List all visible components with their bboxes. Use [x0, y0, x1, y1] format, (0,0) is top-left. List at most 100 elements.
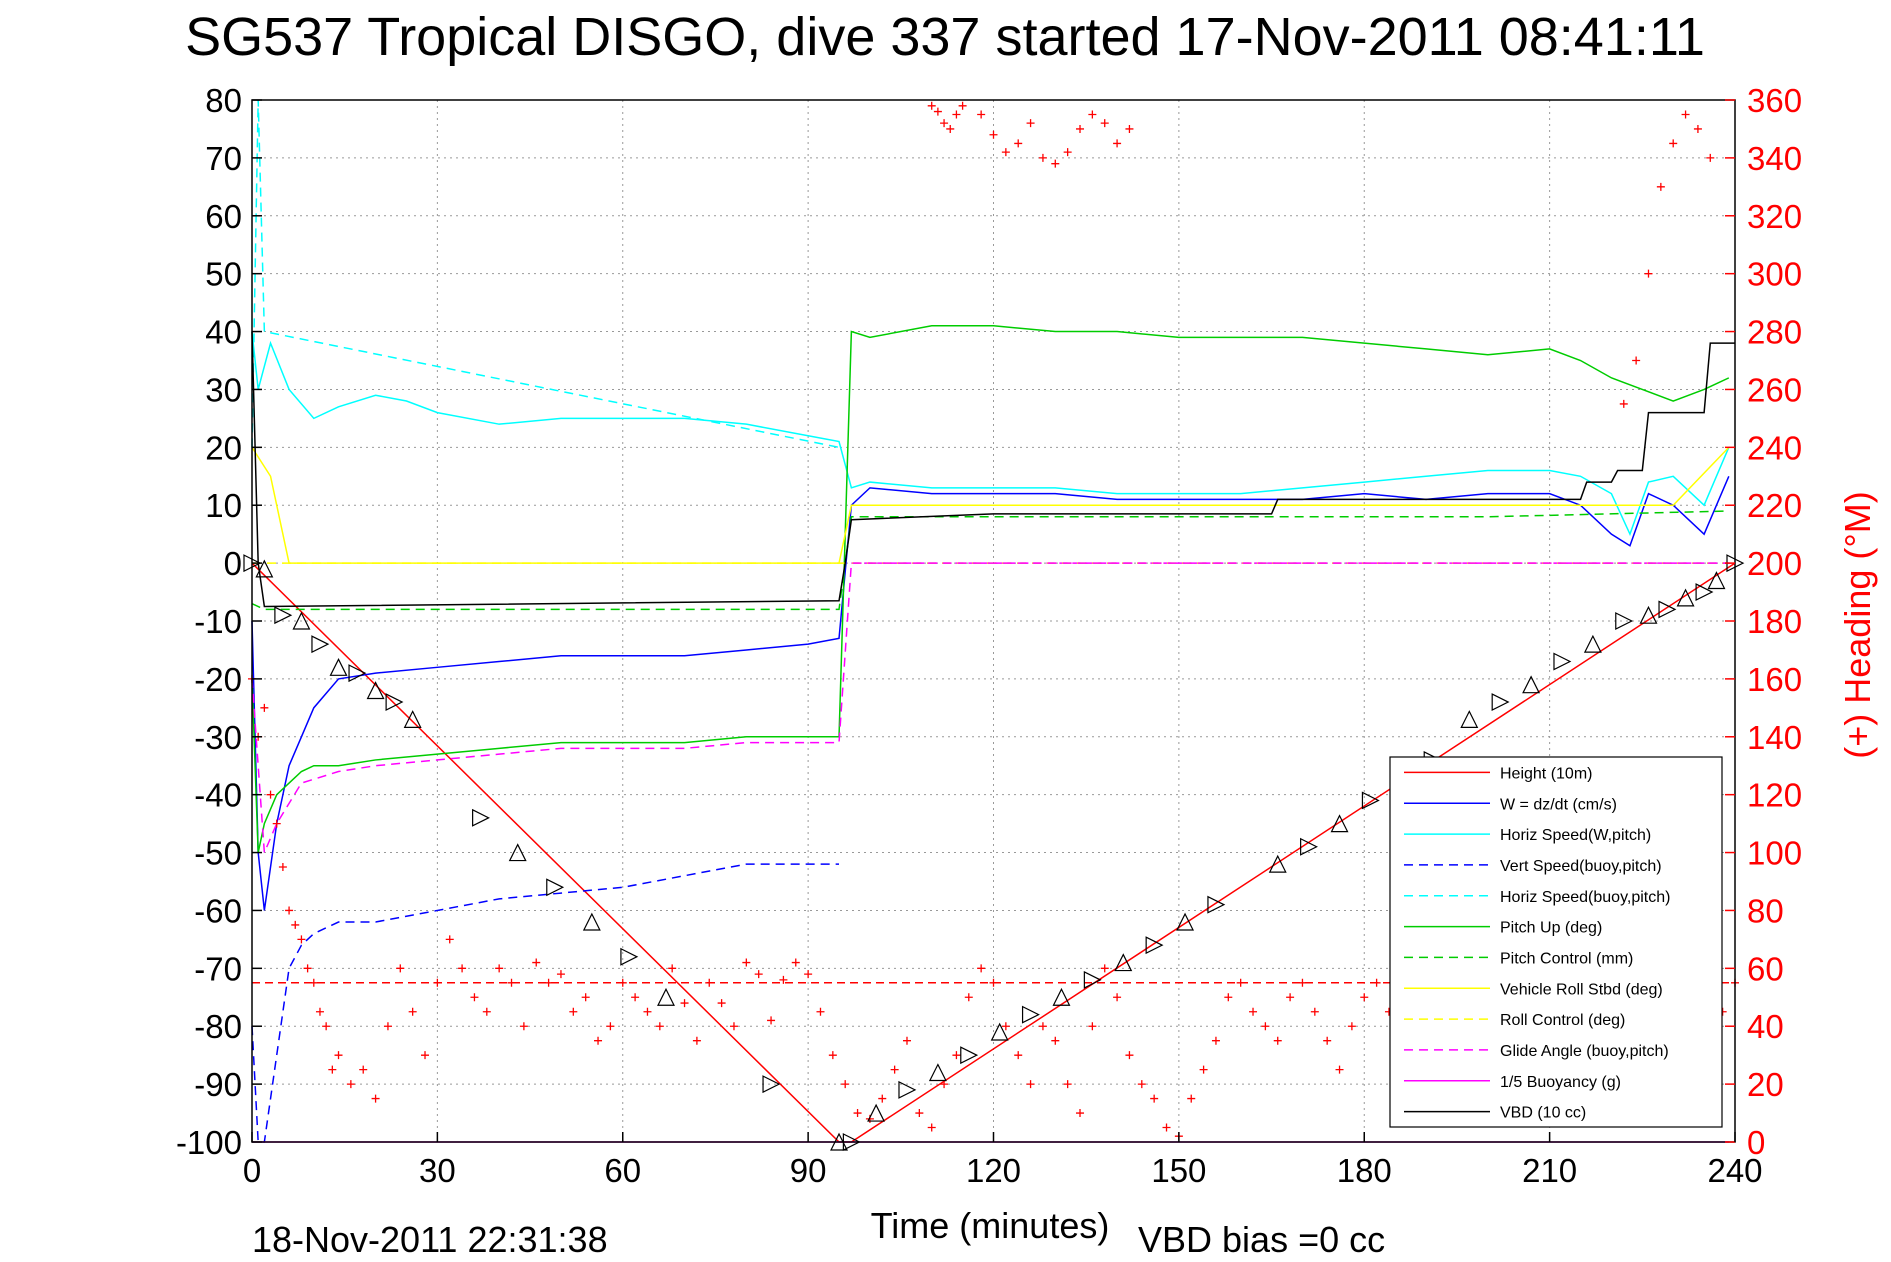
heading-point: [705, 978, 714, 987]
depth-marker: [1114, 953, 1133, 972]
depth-marker: [1330, 814, 1349, 833]
heading-point: [1187, 1094, 1196, 1103]
y-right-tick-label: 120: [1747, 777, 1802, 814]
heading-point: [1038, 1022, 1047, 1031]
depth-marker: [1658, 600, 1677, 619]
heading-point: [1026, 119, 1035, 128]
depth-marker: [292, 611, 311, 630]
heading-point: [804, 970, 813, 979]
y-axis-right: 3603403203002802602402202001801601401201…: [1725, 82, 1802, 1161]
heading-point: [1063, 148, 1072, 157]
heading-point: [791, 958, 800, 967]
heading-point: [278, 863, 287, 872]
heading-point: [1125, 124, 1134, 133]
heading-point: [1199, 1065, 1208, 1074]
legend-entry: 1/5 Buoyancy (g): [1500, 1074, 1621, 1091]
legend-entry: Pitch Up (deg): [1500, 920, 1602, 937]
depth-marker: [1583, 634, 1602, 653]
y-right-tick-label: 80: [1747, 892, 1784, 929]
series-line-3: [251, 863, 840, 1143]
heading-point: [989, 978, 998, 987]
x-tick-label: 60: [604, 1152, 641, 1189]
y-tick-label: -10: [194, 603, 242, 640]
heading-point: [902, 1036, 911, 1045]
heading-point: [1706, 153, 1715, 162]
y-tick-label: -50: [194, 835, 242, 872]
series-line-5: [251, 325, 1730, 853]
y-right-tick-label: 0: [1747, 1124, 1765, 1161]
heading-point: [272, 819, 281, 828]
legend-box: [1389, 756, 1723, 1128]
legend-entry: Vehicle Roll Stbd (deg): [1500, 981, 1663, 998]
heading-point: [1063, 1080, 1072, 1089]
heading-point: [408, 1007, 417, 1016]
y-axis-left: 80 70 60 50 40 30 20 10 0 -10 -20 -30 -40 -50 -60 -70 -8…: [176, 82, 262, 1161]
heading-point: [556, 970, 565, 979]
y-tick-label: 30: [205, 371, 242, 408]
y-tick-label: 50: [205, 256, 242, 293]
y-tick-label: 70: [205, 140, 242, 177]
y-tick-label: -60: [194, 892, 242, 929]
heading-point: [717, 999, 726, 1008]
legend-entry: VBD (10 cc): [1500, 1105, 1586, 1122]
y-tick-label: 60: [205, 198, 242, 235]
depth-marker: [1676, 588, 1695, 607]
heading-point: [1236, 978, 1245, 987]
heading-point: [519, 1022, 528, 1031]
heading-point: [767, 1016, 776, 1025]
y-right-tick-label: 220: [1747, 487, 1802, 524]
depth-marker: [274, 606, 293, 625]
heading-point: [396, 964, 405, 973]
depth-marker: [1145, 936, 1164, 955]
heading-point: [940, 119, 949, 128]
y-right-tick-label: 140: [1747, 719, 1802, 756]
heading-point: [1360, 993, 1369, 1002]
y-tick-label: -80: [194, 1008, 242, 1045]
depth-marker: [403, 710, 422, 729]
y-tick-label: -20: [194, 661, 242, 698]
heading-point: [1323, 1036, 1332, 1045]
legend: Height (10m) W = dz/dt (cm/s) Horiz Speed(…: [1389, 756, 1723, 1128]
heading-point: [1001, 148, 1010, 157]
depth-marker: [1207, 895, 1226, 914]
heading-point: [779, 975, 788, 984]
depth-marker: [1707, 571, 1726, 590]
y-right-tick-label: 300: [1747, 256, 1802, 293]
depth-marker: [385, 693, 404, 712]
heading-point: [445, 935, 454, 944]
heading-point: [1100, 119, 1109, 128]
depth-marker: [1300, 837, 1318, 856]
y-right-tick-label: 240: [1747, 429, 1802, 466]
heading-point: [285, 906, 294, 915]
heading-point: [1310, 1007, 1319, 1016]
footer-vbd-bias: VBD bias =0 cc: [1138, 1219, 1385, 1260]
depth-marker: [546, 878, 565, 897]
depth-marker: [508, 843, 527, 862]
heading-point: [927, 1123, 936, 1132]
y-tick-label: -30: [194, 719, 242, 756]
y-right-tick-label: 200: [1747, 545, 1802, 582]
heading-point: [1372, 978, 1381, 987]
heading-point: [581, 993, 590, 1002]
heading-point: [297, 935, 306, 944]
depth-marker: [1553, 652, 1572, 671]
heading-point: [680, 999, 689, 1008]
depth-marker: [1639, 605, 1658, 624]
heading-point: [1051, 159, 1060, 168]
y-axis-right-label: (+) Heading (°M): [1837, 491, 1878, 758]
heading-point: [544, 978, 553, 987]
depth-marker: [990, 1022, 1009, 1041]
y-tick-label: 40: [205, 314, 242, 351]
heading-point: [1681, 110, 1690, 119]
heading-point: [1261, 1022, 1270, 1031]
depth-marker: [1361, 791, 1380, 810]
heading-point: [1286, 993, 1295, 1002]
depth-marker: [255, 559, 274, 578]
heading-point: [655, 1022, 664, 1031]
x-tick-label: 210: [1522, 1152, 1577, 1189]
depth-marker: [1522, 675, 1541, 694]
heading-point: [754, 970, 763, 979]
heading-point: [482, 1007, 491, 1016]
heading-point: [1298, 978, 1307, 987]
depth-marker: [1176, 912, 1195, 931]
